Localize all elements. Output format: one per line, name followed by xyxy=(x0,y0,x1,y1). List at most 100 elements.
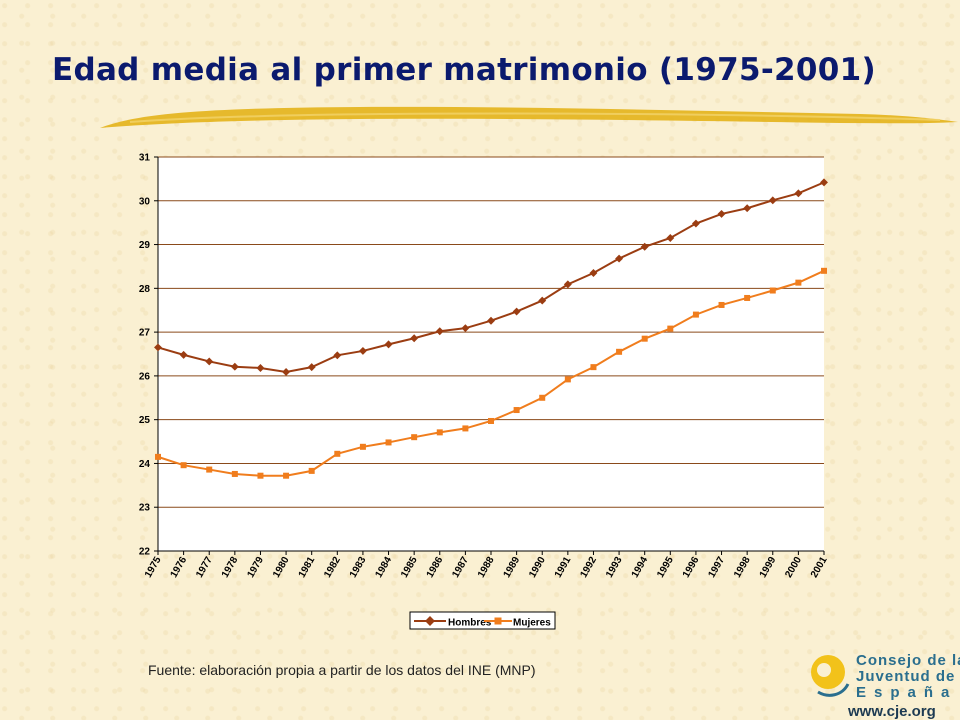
y-tick-label: 30 xyxy=(139,196,151,207)
x-tick-label: 1975 xyxy=(143,555,164,580)
x-tick-label: 1980 xyxy=(271,555,292,580)
data-point-hombres xyxy=(768,196,777,205)
x-tick-label: 1992 xyxy=(578,555,599,580)
x-tick-label: 1995 xyxy=(655,555,676,580)
data-point-mujeres xyxy=(821,267,827,274)
y-tick-labels: 22 23 24 25 26 27 28 29 30 31 xyxy=(139,153,151,558)
page-title: Edad media al primer matrimonio (1975-20… xyxy=(52,52,876,88)
x-tick-label: 1996 xyxy=(681,555,702,580)
data-point-mujeres xyxy=(359,443,366,450)
y-tick-label: 26 xyxy=(139,371,151,382)
x-tick-label: 1985 xyxy=(399,555,420,580)
legend-box xyxy=(409,611,556,630)
x-tick-label: 1989 xyxy=(502,555,523,580)
x-tick-label: 1993 xyxy=(604,555,625,580)
logo-line-1: Consejo de la xyxy=(856,652,960,669)
source-note: Fuente: elaboración propia a partir de l… xyxy=(148,662,536,678)
brush-underline xyxy=(100,106,958,128)
x-tick-label: 1987 xyxy=(450,555,471,580)
data-point-hombres xyxy=(384,340,393,349)
plot-area xyxy=(158,157,824,551)
x-tick-label: 1991 xyxy=(553,555,574,580)
y-tick-label: 29 xyxy=(139,240,151,251)
data-point-hombres xyxy=(230,362,239,371)
x-tick-labels: 1975 1976 1977 1978 1979 1980 1981 1982 1983 1984… xyxy=(143,555,830,580)
data-point-hombres xyxy=(461,324,470,333)
x-tick-label: 1998 xyxy=(732,555,753,580)
data-point-mujeres xyxy=(206,466,213,473)
x-tick-label: 1997 xyxy=(706,555,727,580)
data-point-mujeres xyxy=(462,425,469,432)
data-point-mujeres xyxy=(744,294,751,301)
logo-emblem xyxy=(811,655,850,697)
data-point-hombres xyxy=(691,219,700,228)
data-point-hombres xyxy=(563,280,572,289)
y-tick-label: 28 xyxy=(139,284,151,295)
logo-sun-inner xyxy=(817,663,831,677)
x-tick-label: 2000 xyxy=(783,555,804,580)
data-point-hombres xyxy=(282,367,291,376)
data-point-mujeres xyxy=(257,472,264,479)
data-point-hombres xyxy=(640,242,649,251)
y-tick-label: 24 xyxy=(139,459,151,470)
y-tick-label: 22 xyxy=(139,547,151,558)
data-point-hombres xyxy=(435,327,444,336)
x-tick-label: 1981 xyxy=(297,555,318,580)
data-point-hombres xyxy=(743,204,752,213)
data-point-mujeres xyxy=(795,279,802,286)
y-tick-label: 31 xyxy=(139,153,151,164)
legend-hombres-marker xyxy=(425,616,435,626)
data-point-hombres xyxy=(487,316,495,325)
x-tick-label: 1983 xyxy=(348,555,369,580)
x-tick-label: 1976 xyxy=(169,555,190,580)
x-tick-label: 2001 xyxy=(809,555,830,580)
data-point-hombres xyxy=(820,178,828,187)
data-point-mujeres xyxy=(513,407,520,414)
x-tick-label: 1982 xyxy=(322,555,343,580)
x-tick-label: 1994 xyxy=(630,555,651,580)
legend-mujeres-label: Mujeres xyxy=(513,618,551,629)
x-tick-label: 1978 xyxy=(220,555,241,580)
brush-stroke-light xyxy=(129,112,941,123)
y-tick-label: 25 xyxy=(139,415,151,426)
data-point-hombres xyxy=(205,357,214,366)
data-point-hombres xyxy=(410,334,419,343)
x-tick-label: 1988 xyxy=(476,555,497,580)
data-point-mujeres xyxy=(641,335,648,342)
x-tick-label: 1999 xyxy=(758,555,779,580)
legend: Hombres Mujeres xyxy=(409,611,556,630)
data-point-hombres xyxy=(256,364,265,372)
x-tick-label: 1977 xyxy=(194,555,215,580)
legend-mujeres-marker xyxy=(494,617,502,625)
y-tick-label: 27 xyxy=(139,328,151,339)
logo-line-2: Juventud de xyxy=(856,668,956,685)
logo-line-3: España xyxy=(856,684,958,701)
data-point-mujeres xyxy=(590,364,597,371)
x-tick-label: 1979 xyxy=(245,555,266,580)
data-point-mujeres xyxy=(180,462,187,469)
cje-logo: Consejo de la Juventud de España www.cje… xyxy=(808,650,960,720)
x-tick-label: 1984 xyxy=(373,555,394,580)
data-point-mujeres xyxy=(334,450,341,457)
data-point-mujeres xyxy=(411,434,418,441)
logo-url: www.cje.org xyxy=(848,703,936,720)
logo-arc xyxy=(817,683,850,697)
data-point-hombres xyxy=(538,296,547,305)
x-tick-label: 1990 xyxy=(527,555,548,580)
y-tick-label: 23 xyxy=(139,503,151,514)
series-lines xyxy=(154,178,828,479)
data-point-mujeres xyxy=(769,287,776,294)
data-point-mujeres xyxy=(436,429,443,436)
data-point-hombres xyxy=(358,346,367,355)
data-point-hombres xyxy=(666,234,675,242)
data-point-mujeres xyxy=(539,394,546,401)
data-point-hombres xyxy=(179,350,188,359)
data-point-mujeres xyxy=(155,453,161,460)
data-point-hombres xyxy=(717,209,726,218)
data-point-mujeres xyxy=(692,311,699,318)
x-tick-label: 1986 xyxy=(425,555,446,580)
data-point-mujeres xyxy=(385,439,392,446)
data-point-mujeres xyxy=(488,417,494,424)
data-point-hombres xyxy=(333,351,342,360)
